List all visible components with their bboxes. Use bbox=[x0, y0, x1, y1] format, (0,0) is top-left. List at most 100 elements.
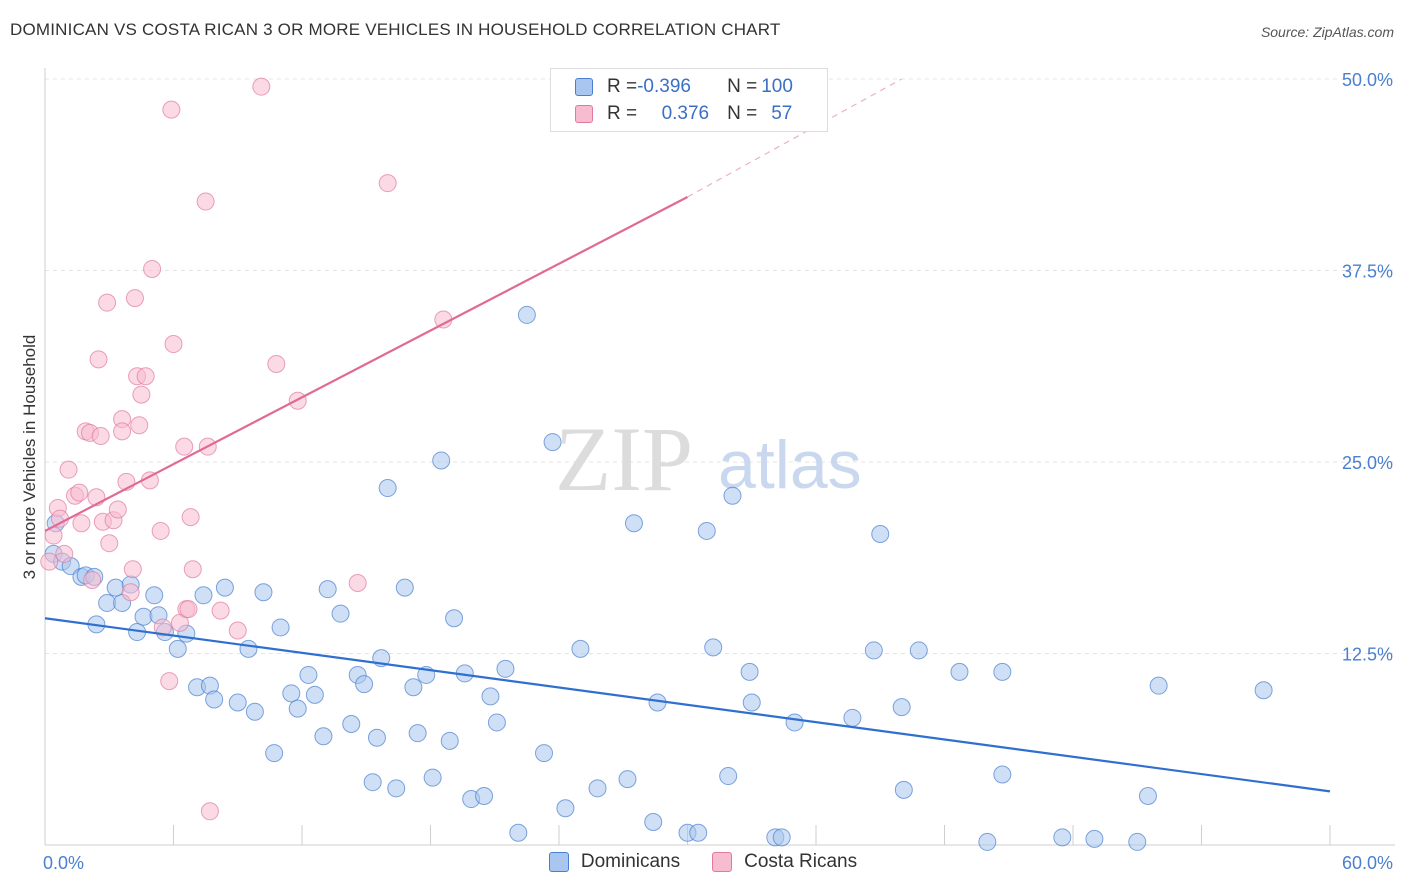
dominican-point bbox=[481, 687, 500, 706]
y-axis-label: 3 or more Vehicles in Household bbox=[20, 335, 39, 580]
y-tick-label: 25.0% bbox=[1342, 453, 1393, 473]
dominican-point bbox=[1053, 828, 1072, 847]
dominican-point bbox=[367, 728, 386, 747]
legend-label-costa-ricans: Costa Ricans bbox=[744, 851, 858, 872]
dominican-point bbox=[314, 727, 333, 746]
dominican-point bbox=[909, 641, 928, 660]
watermark-zip: ZIP bbox=[555, 408, 693, 510]
dominican-point bbox=[475, 786, 494, 805]
legend-r-label: R = bbox=[607, 76, 638, 97]
series-legend: Dominicans Costa Ricans bbox=[0, 851, 1406, 873]
costa-rican-point bbox=[136, 367, 155, 386]
trend-lines bbox=[44, 78, 1331, 793]
dominican-point bbox=[871, 525, 890, 544]
costa-rican-point bbox=[100, 534, 119, 553]
costa-rican-point bbox=[348, 574, 367, 593]
legend-swatch-dominicans bbox=[548, 852, 569, 872]
costa-rican-point bbox=[153, 618, 172, 637]
costa-rican-point bbox=[50, 509, 69, 528]
costa-rican-point bbox=[200, 802, 219, 821]
dominican-point bbox=[168, 639, 187, 658]
dominican-point bbox=[404, 678, 423, 697]
costa-rican-point bbox=[89, 350, 108, 369]
legend-n-label: N = bbox=[727, 103, 758, 124]
dominican-point bbox=[305, 685, 324, 704]
dominican-point bbox=[496, 659, 515, 678]
dominican-point bbox=[355, 675, 374, 694]
dominican-point bbox=[892, 698, 911, 717]
x-tick-label: 60.0% bbox=[1342, 853, 1393, 873]
dominican-point bbox=[993, 765, 1012, 784]
costa-rican-point bbox=[378, 174, 397, 193]
legend-item-dominicans[interactable]: Dominicans bbox=[548, 851, 681, 873]
dominican-point bbox=[772, 828, 791, 847]
watermark: ZIP atlas bbox=[555, 408, 862, 510]
costa-rican-trend-line bbox=[44, 195, 689, 532]
chart-title: DOMINICAN VS COSTA RICAN 3 OR MORE VEHIC… bbox=[10, 20, 781, 39]
costa-rican-point bbox=[113, 422, 132, 441]
dominican-point bbox=[517, 305, 536, 324]
dominican-point bbox=[134, 607, 153, 626]
legend-label-dominicans: Dominicans bbox=[580, 851, 681, 872]
dominican-point bbox=[342, 714, 361, 733]
costa-rican-point bbox=[164, 335, 183, 354]
y-tick-label: 37.5% bbox=[1342, 262, 1393, 282]
costa-rican-point bbox=[196, 192, 215, 211]
costa-rican-point bbox=[151, 521, 170, 540]
costa-rican-point bbox=[160, 672, 179, 691]
dominican-point bbox=[1085, 829, 1104, 848]
costa-rican-point bbox=[108, 500, 127, 519]
costa-rican-point bbox=[130, 416, 149, 435]
tick-labels: 12.5% 25.0% 37.5% 50.0% 0.0% 60.0% bbox=[43, 70, 1393, 873]
dominican-point bbox=[624, 514, 643, 533]
y-tick-label: 50.0% bbox=[1342, 70, 1393, 90]
dominican-point bbox=[618, 770, 637, 789]
dominican-point bbox=[543, 433, 562, 452]
dominican-point bbox=[719, 767, 738, 786]
dominican-point bbox=[704, 638, 723, 657]
dominican-point bbox=[395, 578, 414, 597]
dominican-point bbox=[689, 823, 708, 842]
dominican-point bbox=[282, 684, 301, 703]
dominican-point bbox=[432, 451, 451, 470]
legend-item-costa-ricans[interactable]: Costa Ricans bbox=[712, 851, 857, 873]
dominican-point bbox=[535, 744, 554, 763]
dominican-point bbox=[740, 662, 759, 681]
dominican-point bbox=[299, 665, 318, 684]
costa-rican-point bbox=[181, 508, 200, 527]
dominican-point bbox=[571, 639, 590, 658]
dominican-point bbox=[978, 832, 997, 851]
dominican-point bbox=[1254, 681, 1273, 700]
legend-row-costa-ricans: R = 0.376 N = 57 bbox=[575, 101, 792, 127]
watermark-atlas: atlas bbox=[718, 427, 862, 503]
y-tick-label: 12.5% bbox=[1342, 645, 1393, 665]
costa-rican-point bbox=[132, 385, 151, 404]
dominican-point bbox=[215, 578, 234, 597]
dominican-trend-line bbox=[44, 617, 1331, 793]
legend-n-value: 57 bbox=[771, 103, 793, 124]
dominican-point bbox=[697, 521, 716, 540]
dominican-point bbox=[644, 813, 663, 832]
costa-rican-point bbox=[252, 77, 271, 96]
x-tick-label: 0.0% bbox=[43, 853, 84, 873]
dominican-point bbox=[864, 641, 883, 660]
costa-rican-point bbox=[183, 560, 202, 579]
dominican-point bbox=[288, 699, 307, 718]
costa-rican-point bbox=[267, 354, 286, 373]
axes bbox=[44, 68, 1395, 846]
dominican-point bbox=[408, 724, 427, 743]
dominican-point bbox=[509, 823, 528, 842]
dominican-point bbox=[785, 713, 804, 732]
source-label: Source: ZipAtlas.com bbox=[1260, 24, 1394, 40]
costa-rican-point bbox=[162, 100, 181, 119]
dominican-point bbox=[245, 702, 264, 721]
dominican-point bbox=[254, 583, 273, 602]
correlation-legend: R = -0.396 N = 100 R = 0.376 N = 57 bbox=[550, 68, 828, 132]
legend-row-dominicans: R = -0.396 N = 100 bbox=[575, 74, 793, 100]
costa-rican-point bbox=[70, 483, 89, 502]
dominican-point bbox=[271, 618, 290, 637]
costa-rican-point bbox=[83, 570, 102, 589]
legend-swatch-costa-ricans bbox=[712, 852, 733, 872]
dominican-point bbox=[239, 639, 258, 658]
